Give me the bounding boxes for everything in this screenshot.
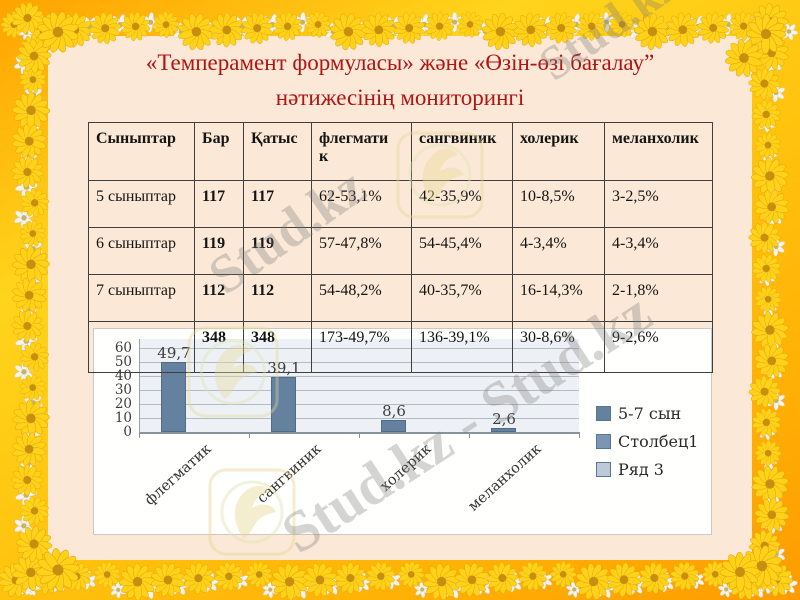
table-cell: 173-49,7% [311, 321, 412, 373]
table-cell: 9-2,6% [604, 321, 713, 373]
table-cell: 42-35,9% [411, 180, 513, 228]
column-header: сангвиник [411, 122, 513, 181]
x-axis-tick [139, 432, 140, 438]
y-axis-label: 0 [123, 424, 132, 440]
table-cell: 40-35,7% [411, 274, 513, 322]
table-cell: 112 [243, 274, 312, 322]
table-cell: 348 [194, 321, 244, 373]
legend-swatch-icon [596, 433, 611, 449]
slide-title-line-2: нәтижесінің мониторингі [275, 85, 525, 110]
table-cell: 4-3,4% [512, 227, 605, 275]
bar-value-label: 2,6 [492, 410, 516, 429]
column-header: флегматик [311, 122, 412, 181]
table-cell: 62-53,1% [311, 180, 412, 228]
table-cell: 57-47,8% [311, 227, 412, 275]
table-cell: 119 [243, 227, 312, 275]
legend-label: Ряд 3 [618, 459, 664, 479]
legend-label: 5-7 сын [618, 403, 682, 423]
x-axis-tick [469, 432, 470, 438]
x-axis-tick [249, 432, 250, 438]
table-row-totals: 348 348 173-49,7% 136-39,1% 30-8,6% 9-2,… [88, 321, 713, 373]
bar-sangvinik [271, 377, 296, 432]
table-cell [88, 321, 195, 373]
legend-item: Столбец1 [596, 431, 698, 451]
gridline [139, 418, 579, 419]
column-header: Сыныптар [88, 122, 195, 181]
x-axis-label: флегматик [142, 441, 215, 509]
table-cell: 30-8,6% [512, 321, 605, 373]
legend-swatch-icon [596, 405, 611, 421]
chart-legend: 5-7 сын Столбец1 Ряд 3 [596, 403, 698, 487]
table-row: 6 сыныптар 119 119 57-47,8% 54-45,4% 4-3… [88, 227, 713, 275]
table-cell: 119 [194, 227, 244, 275]
table-cell: 54-45,4% [411, 227, 513, 275]
y-axis-label: 10 [114, 410, 132, 426]
column-header: Бар [194, 122, 244, 181]
legend-label: Столбец1 [618, 431, 699, 451]
table-cell: 10-8,5% [512, 180, 605, 228]
slide-title: «Темперамент формуласы» және «Өзін-өзі б… [70, 45, 730, 115]
bar-holerik [381, 420, 406, 432]
x-axis-tick [579, 432, 580, 438]
table-cell: 7 сыныптар [88, 274, 195, 322]
y-axis-label: 20 [114, 396, 132, 412]
column-header: холерик [512, 122, 605, 181]
table-cell: 16-14,3% [512, 274, 605, 322]
gridline [139, 390, 579, 391]
legend-item: Ряд 3 [596, 459, 698, 479]
gridline [139, 376, 579, 377]
table-cell: 136-39,1% [411, 321, 513, 373]
table-cell: 6 сыныптар [88, 227, 195, 275]
bar-flegmatik [161, 362, 186, 432]
x-axis-tick [359, 432, 360, 438]
results-table: Сыныптар Бар Қатыс флегматик сангвиник х… [88, 122, 713, 373]
table-cell: 5 сыныптар [88, 180, 195, 228]
x-axis-label: холерик [377, 441, 435, 495]
gridline [139, 404, 579, 405]
x-axis-label: сангвиник [254, 441, 325, 507]
table-cell: 348 [243, 321, 312, 373]
legend-item: 5-7 сын [596, 403, 698, 423]
table-cell: 117 [194, 180, 244, 228]
y-axis-label: 30 [114, 382, 132, 398]
table-cell: 117 [243, 180, 312, 228]
table-cell: 2-1,8% [604, 274, 713, 322]
y-axis-line [139, 339, 140, 432]
x-axis-label: меланхолик [465, 441, 545, 515]
table-cell: 4-3,4% [604, 227, 713, 275]
legend-swatch-icon [596, 461, 611, 477]
column-header: меланхолик [604, 122, 713, 181]
table-cell: 54-48,2% [311, 274, 412, 322]
table-row: 5 сыныптар 117 117 62-53,1% 42-35,9% 10-… [88, 180, 713, 228]
bar-value-label: 8,6 [382, 401, 406, 420]
column-header: Қатыс [243, 122, 312, 181]
table-cell: 3-2,5% [604, 180, 713, 228]
table-cell: 112 [194, 274, 244, 322]
bar-melanholik [491, 428, 516, 432]
table-row: 7 сыныптар 112 112 54-48,2% 40-35,7% 16-… [88, 274, 713, 322]
slide-title-line-1: «Темперамент формуласы» және «Өзін-өзі б… [145, 50, 655, 75]
table-header-row: Сыныптар Бар Қатыс флегматик сангвиник х… [88, 122, 713, 181]
